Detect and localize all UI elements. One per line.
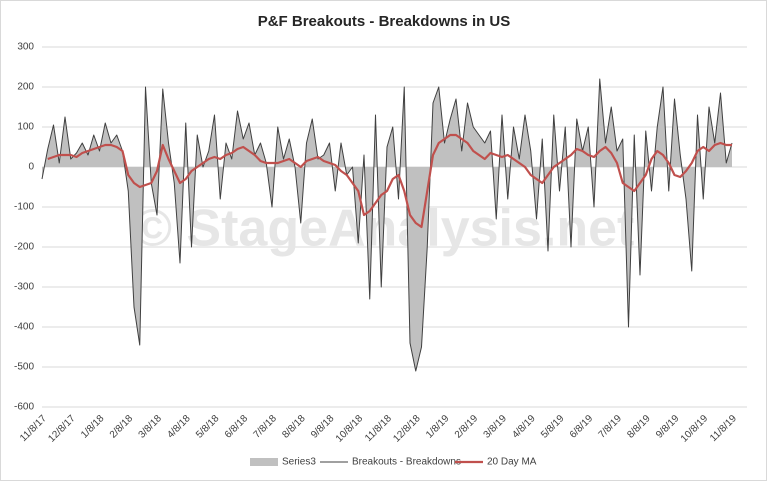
legend-label: Breakouts - Breakdowns xyxy=(352,457,461,468)
y-tick-label: -200 xyxy=(14,242,34,253)
legend-label: 20 Day MA xyxy=(487,457,537,468)
y-tick-label: 100 xyxy=(17,122,34,133)
chart-title: P&F Breakouts - Breakdowns in US xyxy=(258,13,511,30)
y-tick-label: 300 xyxy=(17,42,34,53)
y-tick-label: 0 xyxy=(28,162,34,173)
y-tick-label: 200 xyxy=(17,82,34,93)
y-tick-label: -100 xyxy=(14,202,34,213)
area xyxy=(42,79,732,371)
legend-label: Series3 xyxy=(282,457,316,468)
y-tick-label: -400 xyxy=(14,322,34,333)
line xyxy=(41,78,733,372)
legend-swatch xyxy=(250,458,278,466)
y-tick-label: -300 xyxy=(14,282,34,293)
y-tick-label: -600 xyxy=(14,402,34,413)
line xyxy=(47,133,732,229)
y-tick-label: -500 xyxy=(14,362,34,373)
